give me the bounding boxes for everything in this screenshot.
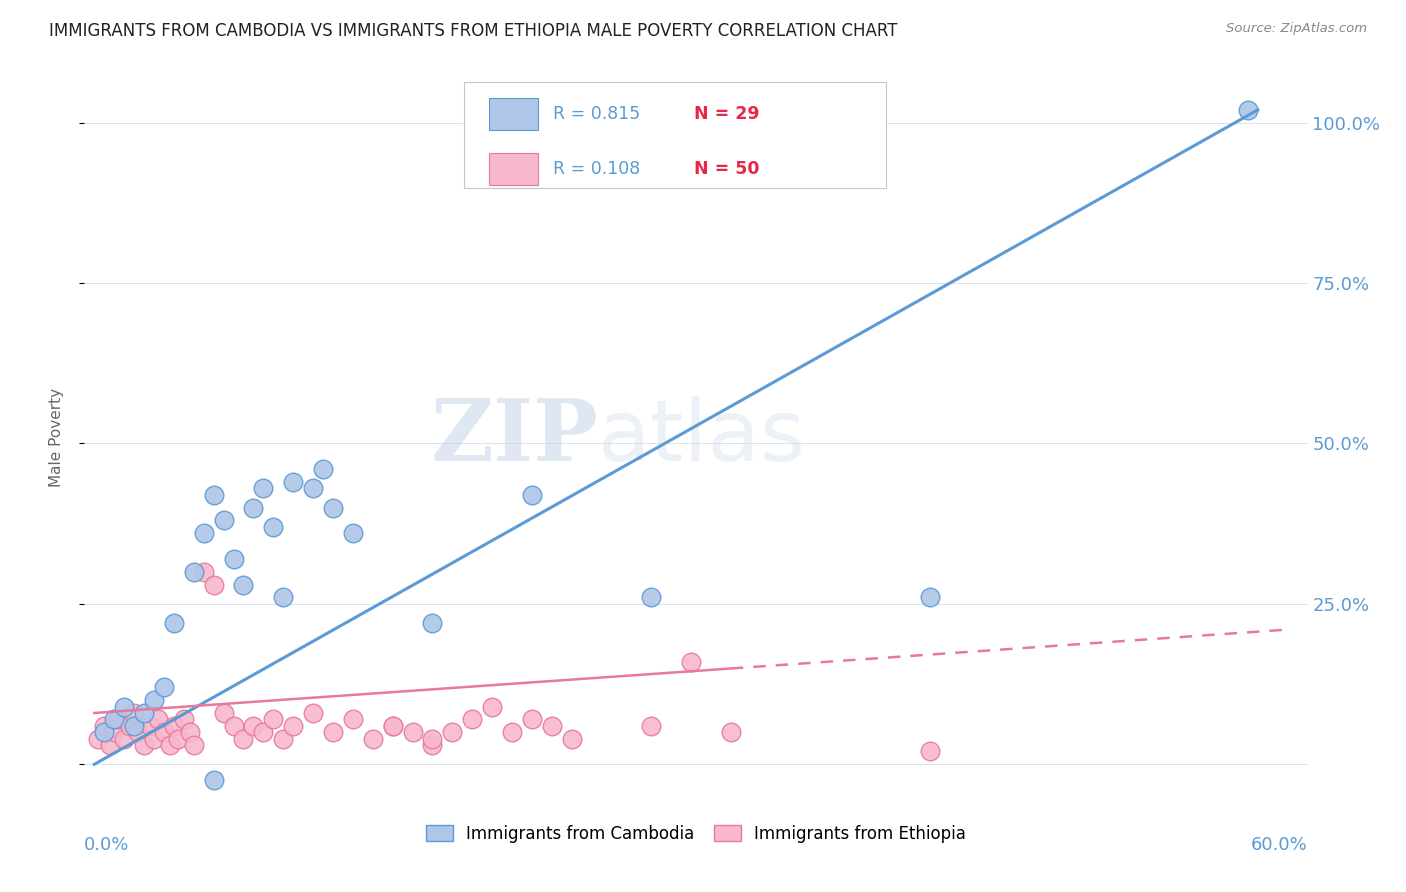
Point: [132, 738, 155, 752]
Point: [422, 731, 444, 746]
Y-axis label: Male Poverty: Male Poverty: [49, 387, 63, 487]
Point: [252, 482, 274, 496]
Point: [262, 712, 284, 726]
Point: [222, 719, 245, 733]
Point: [87, 731, 110, 746]
Point: [283, 719, 305, 733]
Text: IMMIGRANTS FROM CAMBODIA VS IMMIGRANTS FROM ETHIOPIA MALE POVERTY CORRELATION CH: IMMIGRANTS FROM CAMBODIA VS IMMIGRANTS F…: [49, 22, 897, 40]
Point: [232, 731, 254, 746]
Point: [342, 712, 364, 726]
Point: [193, 565, 215, 579]
Text: N = 29: N = 29: [693, 104, 759, 123]
Point: [112, 699, 135, 714]
Point: [139, 719, 162, 733]
Point: [163, 616, 186, 631]
Point: [212, 514, 235, 528]
Point: [179, 725, 201, 739]
Point: [302, 706, 325, 720]
Point: [322, 725, 344, 739]
Text: R = 0.815: R = 0.815: [553, 104, 640, 123]
Legend: Immigrants from Cambodia, Immigrants from Ethiopia: Immigrants from Cambodia, Immigrants fro…: [419, 818, 973, 849]
Point: [918, 744, 941, 758]
Point: [98, 738, 121, 752]
Text: 0.0%: 0.0%: [84, 836, 129, 854]
Text: atlas: atlas: [598, 395, 806, 479]
Point: [481, 699, 503, 714]
Point: [242, 719, 264, 733]
Point: [283, 475, 305, 489]
Point: [146, 712, 169, 726]
Point: [127, 725, 149, 739]
Point: [312, 462, 335, 476]
Point: [153, 681, 176, 695]
Point: [93, 725, 115, 739]
Point: [153, 725, 176, 739]
Point: [222, 552, 245, 566]
Point: [461, 712, 484, 726]
Point: [122, 719, 145, 733]
Point: [271, 731, 294, 746]
Point: [302, 482, 325, 496]
Point: [166, 731, 188, 746]
FancyBboxPatch shape: [464, 82, 886, 188]
Point: [441, 725, 464, 739]
Point: [381, 719, 404, 733]
Point: [271, 591, 294, 605]
Point: [401, 725, 423, 739]
Point: [163, 719, 186, 733]
Point: [122, 706, 145, 720]
Text: N = 50: N = 50: [693, 160, 759, 178]
Point: [679, 655, 702, 669]
Point: [640, 591, 662, 605]
Point: [183, 565, 205, 579]
Point: [720, 725, 742, 739]
Bar: [489, 153, 538, 185]
Text: Source: ZipAtlas.com: Source: ZipAtlas.com: [1226, 22, 1367, 36]
Point: [422, 738, 444, 752]
Point: [159, 738, 181, 752]
Point: [520, 488, 543, 502]
Point: [422, 616, 444, 631]
Point: [202, 773, 225, 788]
Point: [132, 706, 155, 720]
Point: [193, 526, 215, 541]
Point: [143, 731, 166, 746]
Point: [262, 520, 284, 534]
Point: [520, 712, 543, 726]
Point: [202, 577, 225, 591]
Point: [342, 526, 364, 541]
Point: [103, 712, 125, 726]
Point: [501, 725, 523, 739]
Text: R = 0.108: R = 0.108: [553, 160, 640, 178]
Point: [93, 719, 115, 733]
Point: [112, 731, 135, 746]
Point: [322, 500, 344, 515]
Bar: [489, 98, 538, 130]
Point: [1237, 103, 1260, 117]
Point: [103, 725, 125, 739]
Point: [143, 693, 166, 707]
Point: [242, 500, 264, 515]
Point: [212, 706, 235, 720]
Point: [540, 719, 562, 733]
Point: [361, 731, 384, 746]
Point: [381, 719, 404, 733]
Text: ZIP: ZIP: [430, 395, 598, 479]
Text: 60.0%: 60.0%: [1251, 836, 1308, 854]
Point: [640, 719, 662, 733]
Point: [202, 488, 225, 502]
Point: [120, 719, 142, 733]
Point: [232, 577, 254, 591]
Point: [183, 738, 205, 752]
Point: [918, 591, 941, 605]
Point: [173, 712, 195, 726]
Point: [107, 712, 129, 726]
Point: [252, 725, 274, 739]
Point: [561, 731, 583, 746]
